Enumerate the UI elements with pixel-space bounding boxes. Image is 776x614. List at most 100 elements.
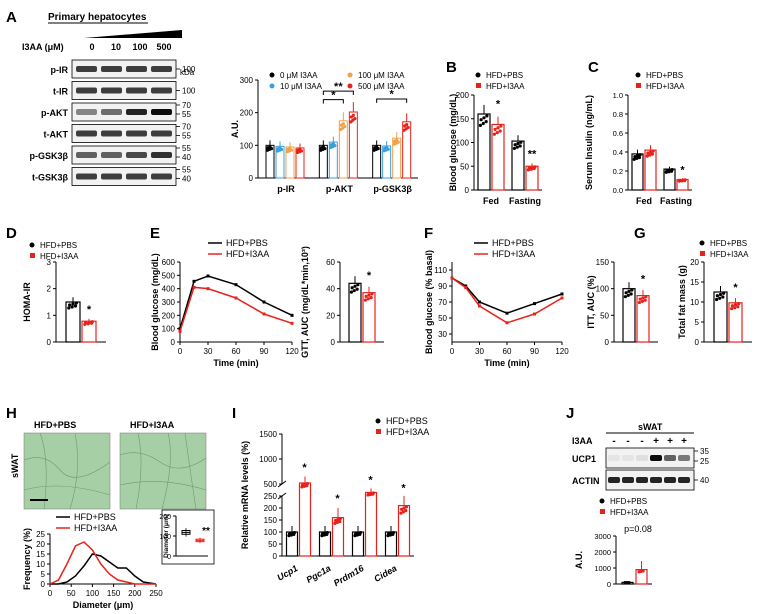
data-point [512,146,517,151]
blot-band [126,152,147,158]
legend-label: HFD+PBS [386,416,428,426]
panel-letter-d: D [6,225,17,242]
series-line [179,286,293,332]
y-tick-label: 50 [460,162,469,171]
data-point [87,320,91,324]
blot-band [622,455,634,461]
data-point [68,303,72,307]
y-tick-label: 1500 [259,430,277,439]
y-tick-label: 200 [264,504,278,513]
data-point [402,506,406,510]
blot-label: t-AKT [44,130,69,140]
significance-marker: * [335,493,340,505]
treatment-sign: + [653,436,659,447]
series-marker [206,287,210,291]
data-point [718,296,722,300]
data-point [632,157,636,161]
blot-header: Primary hepatocytes [48,12,147,23]
legend-label: 500 μM I3AA [358,82,405,91]
y-tick-label: 200 [159,514,171,521]
significance-marker: * [641,273,646,285]
data-point [404,505,408,509]
data-point [635,154,640,158]
data-point [737,302,741,306]
y-tick-label: 200 [162,311,176,320]
legend-marker [475,72,481,78]
data-point [478,123,482,127]
data-point [395,138,399,142]
y-tick-label: 0 [465,186,470,195]
y-tick-label: 0 [249,174,254,183]
data-point [513,143,517,147]
y-tick-label: 20 [690,258,699,267]
chart-e-gtt-auc: 0 20 40 60 GTT, AUC (mg/dL*min,10³) * [300,246,384,358]
y-tick-label: 400 [162,285,176,294]
y-tick-label: 0 [41,580,46,589]
y-tick-label: 100 [456,139,470,148]
significance-bracket [322,90,354,96]
legend-label: HFD+PBS [492,238,534,248]
significance-marker: * [368,475,373,487]
series-marker [478,304,481,308]
blot-band [126,130,147,137]
blot-band [101,173,122,180]
panel-a-western-blot: Primary hepatocytes I3AA (μM) 0 10 100 500 … [22,12,196,186]
data-point [305,482,309,486]
x-tick-label: 120 [285,347,299,356]
legend-label: 10 μM I3AA [280,82,323,91]
data-point [268,145,272,149]
data-point [391,531,395,535]
data-point [278,146,282,150]
data-point [354,532,358,536]
y-tick-label: 100 [596,285,610,294]
blot-band [636,455,648,461]
y-axis-label: GTT, AUC (mg/dL*min,10³) [300,246,310,358]
data-point [629,292,633,296]
panel-letter-i: I [232,405,236,422]
legend-marker [29,242,35,248]
data-point [715,294,719,298]
marker-label: 40 [182,175,191,184]
x-tick-label: 50 [67,589,76,598]
legend-label: 0 μM I3AA [280,71,318,80]
y-tick-label: 50 [268,540,277,549]
x-category-label: Fasting [660,196,692,206]
legend-label: HFD+I3AA [492,249,535,259]
data-point [358,531,362,535]
panel-letter-e: E [150,225,160,242]
blot-band [76,173,97,180]
blot-label: UCP1 [572,454,596,464]
blot-label: p-GSK3β [30,151,69,161]
data-point [369,491,373,495]
histo-title-i3aa: HFD+I3AA [130,420,175,430]
data-point [67,306,71,310]
y-tick-label: 1000 [594,564,611,573]
marker-label: 100 [182,65,196,74]
x-category-label: Ucp1 [275,563,299,583]
x-tick-label: 120 [555,347,569,356]
series-marker [192,279,196,283]
y-tick-label: 20 [326,311,335,320]
significance-marker: * [302,462,307,474]
y-tick-label: 1.0 [613,91,623,100]
legend-marker [636,83,641,88]
data-point [641,296,645,300]
blot-band [650,455,662,461]
marker-label: 70 [182,101,191,110]
dose-value: 500 [156,42,171,52]
data-point [648,153,652,157]
data-point [495,131,499,135]
legend-label: HFD+PBS [710,239,747,248]
series-marker [234,296,238,300]
blot-band [126,173,147,180]
y-tick-label: 0 [607,580,611,589]
panel-letter-h: H [6,405,17,422]
data-point [637,300,642,305]
blot-band [664,455,676,461]
significance-bracket [376,98,408,103]
series-line [49,541,156,585]
series-marker [478,300,481,304]
inset-frame [161,509,215,565]
